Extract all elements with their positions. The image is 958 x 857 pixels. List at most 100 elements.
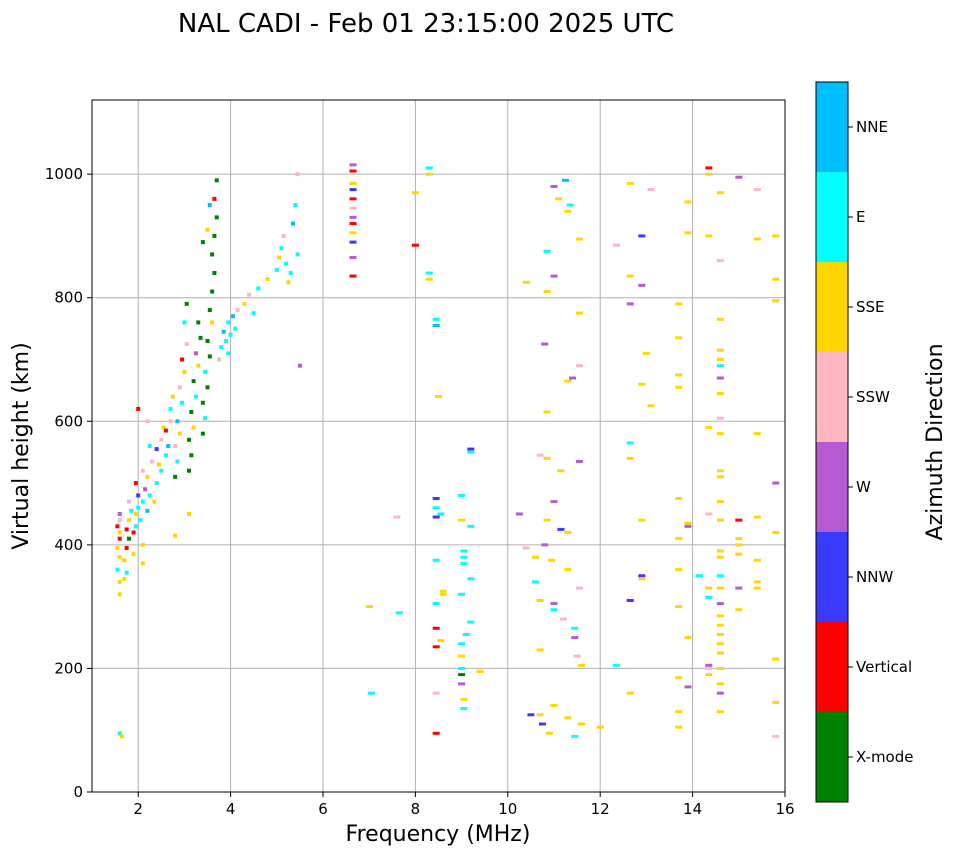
x-tick-label: 2 [133,800,143,818]
data-point-x-mode [126,536,131,541]
data-point-sse [642,351,650,355]
data-point-sse [638,577,646,581]
data-point-sse [115,545,120,550]
data-point-sse [578,722,586,726]
data-point-e [425,166,433,170]
data-point-e [432,602,440,606]
data-point-sse [133,511,138,516]
data-point-vertical [349,197,357,201]
data-point-vertical [349,169,357,173]
data-point-sse [705,234,713,238]
data-point-vertical [411,243,419,247]
data-point-sse [532,555,540,559]
data-point-sse [626,456,634,460]
data-point-sse [675,710,683,714]
data-point-sse [145,474,150,479]
colorbar-frame [815,81,849,803]
data-point-sse [425,277,433,281]
x-tick-label: 6 [318,800,328,818]
data-point-sse [152,499,157,504]
data-point-x-mode [187,437,192,442]
data-point-e [696,574,704,578]
data-point-e [138,518,143,523]
data-point-sse [753,586,761,590]
data-point-e [124,570,129,575]
data-point-x-mode [210,252,215,257]
data-point-w [638,283,646,287]
data-point-sse [156,462,161,467]
data-point-e [163,453,168,458]
data-point-vertical [180,357,185,362]
data-point-nne [230,314,235,319]
data-point-sse [753,237,761,241]
data-point-nne [175,419,180,424]
data-point-sse [187,511,192,516]
data-point-sse [716,614,724,618]
data-point-e [626,441,634,445]
x-tick-label: 12 [591,800,610,818]
data-point-sse [550,704,558,707]
data-point-sse [286,280,291,285]
data-point-e [284,261,289,266]
data-point-ssw [716,416,724,420]
plot-frame [91,99,786,793]
data-point-e [147,444,152,448]
data-point-ssw [536,453,544,457]
data-point-sse [675,725,683,729]
data-point-sse [735,552,743,556]
data-point-sse [543,410,551,414]
data-point-vertical [705,166,713,170]
data-point-sse [437,639,445,643]
data-point-sse [458,518,466,522]
data-point-e [705,595,713,599]
data-point-e [115,567,120,572]
data-point-nnw [432,515,440,519]
data-point-e [251,311,256,316]
data-point-sse [242,301,247,306]
colorbar-segment [816,262,848,352]
data-point-sse [705,673,713,677]
data-point-sse [545,731,553,735]
data-point-w [193,351,198,356]
data-point-sse [173,533,178,538]
data-point-sse [543,518,551,522]
data-point-sse [675,676,683,680]
data-point-x-mode [189,453,194,458]
data-point-nnw [136,493,141,498]
data-point-ssw [168,419,173,424]
data-point-w [349,163,357,167]
colorbar-label-nne: NNE [856,118,888,136]
data-point-e [458,592,466,596]
data-point-nnw [154,447,159,452]
data-point-sse [675,385,683,389]
data-point-sse [675,605,683,609]
data-point-sse [716,475,724,479]
data-point-sse [716,623,724,627]
data-point-sse [536,598,544,602]
data-point-sse [425,172,433,176]
colorbar-label-ssw: SSW [856,388,890,406]
data-point-e [133,524,138,529]
data-point-sse [675,336,683,340]
data-point-w [541,543,549,547]
data-point-sse [564,568,572,572]
data-point-w [772,481,780,485]
data-point-ssw [559,617,567,621]
data-point-e [159,468,164,473]
data-point-e [288,271,293,275]
data-point-sse [543,456,551,460]
data-point-sse [575,237,583,241]
data-point-sse [122,576,127,581]
data-point-ssw [612,243,620,247]
data-point-w [735,586,743,590]
data-point-nne [207,203,212,208]
data-point-w [550,185,558,188]
data-point-sse [543,290,551,294]
data-point-sse [435,395,442,399]
data-point-nnw [527,713,535,717]
data-point-sse [170,394,175,399]
data-point-x-mode [196,320,201,325]
data-point-nnw [638,574,646,578]
data-point-sse [772,657,780,661]
